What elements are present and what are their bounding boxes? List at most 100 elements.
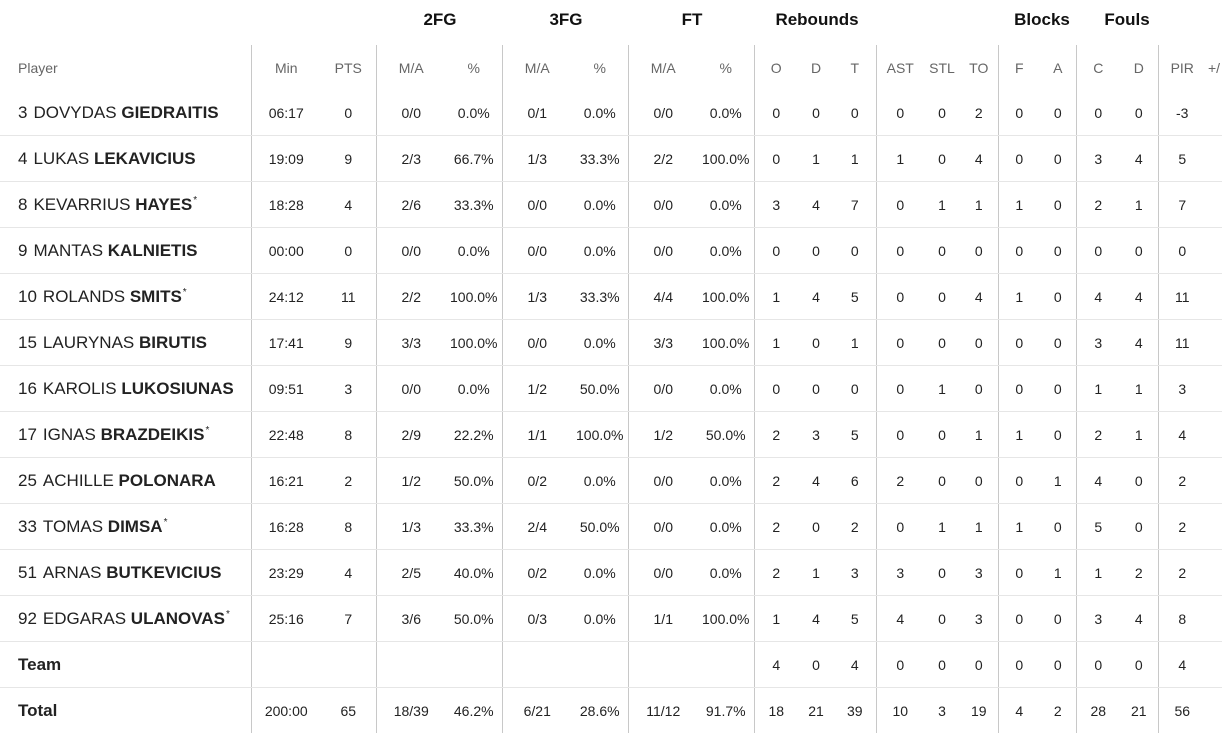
stat-reb-t: 7: [834, 182, 876, 228]
stat-pir: 2: [1158, 504, 1206, 550]
stat-2fg-pct: 50.0%: [446, 458, 502, 504]
player-first-name: DOVYDAS: [33, 103, 116, 122]
col-3fg-pct[interactable]: %: [572, 45, 628, 90]
stat-fouls-c: 4: [1076, 274, 1120, 320]
starter-mark: *: [205, 425, 209, 436]
stat-min: 25:16: [251, 596, 321, 642]
col-blk-a[interactable]: A: [1040, 45, 1076, 90]
player-last-name[interactable]: LEKAVICIUS: [94, 149, 196, 168]
stat-fouls-d: 2: [1120, 550, 1158, 596]
player-first-name: TOMAS: [43, 517, 103, 536]
stat-pir: 2: [1158, 550, 1206, 596]
col-ft-ma[interactable]: M/A: [628, 45, 698, 90]
col-fouls-c[interactable]: C: [1076, 45, 1120, 90]
col-3fg-ma[interactable]: M/A: [502, 45, 572, 90]
group-header-rebounds: Rebounds: [762, 10, 872, 32]
stat-reb-d: 3: [798, 412, 834, 458]
stat-reb-d: 0: [798, 90, 834, 136]
col-pts[interactable]: PTS: [321, 45, 376, 90]
stat-fouls-c: 4: [1076, 458, 1120, 504]
stat-2fg-pct: 66.7%: [446, 136, 502, 182]
stat-reb-o: 3: [754, 182, 798, 228]
col-stl[interactable]: STL: [924, 45, 960, 90]
stat-ast: 0: [876, 366, 924, 412]
stat-ft-pct: 100.0%: [698, 274, 754, 320]
col-2fg-pct[interactable]: %: [446, 45, 502, 90]
col-reb-o[interactable]: O: [754, 45, 798, 90]
col-blk-f[interactable]: F: [998, 45, 1040, 90]
player-last-name[interactable]: LUKOSIUNAS: [121, 379, 233, 398]
stat-ast: 4: [876, 596, 924, 642]
player-last-name[interactable]: SMITS: [130, 287, 182, 306]
col-2fg-ma[interactable]: M/A: [376, 45, 446, 90]
stat-stl: 1: [924, 504, 960, 550]
col-min[interactable]: Min: [251, 45, 321, 90]
stat-3fg-pct: 50.0%: [572, 504, 628, 550]
stat-2fg-pct: 40.0%: [446, 550, 502, 596]
total-stl: 3: [924, 688, 960, 733]
player-last-name[interactable]: HAYES: [135, 195, 192, 214]
col-reb-t[interactable]: T: [834, 45, 876, 90]
stat-3fg-pct: 0.0%: [572, 458, 628, 504]
stat-blk-a: 0: [1040, 228, 1076, 274]
stat-to: 3: [960, 550, 998, 596]
stat-to: 4: [960, 274, 998, 320]
player-number: 25: [18, 471, 37, 490]
stat-to: 0: [960, 228, 998, 274]
team-to: 0: [960, 642, 998, 688]
col-ft-pct[interactable]: %: [698, 45, 754, 90]
col-reb-d[interactable]: D: [798, 45, 834, 90]
stat-3fg-ma: 1/1: [502, 412, 572, 458]
stat-blk-a: 0: [1040, 274, 1076, 320]
stat-to: 1: [960, 504, 998, 550]
stat-2fg-pct: 50.0%: [446, 596, 502, 642]
col-pir[interactable]: PIR: [1158, 45, 1206, 90]
total-pts: 65: [321, 688, 376, 733]
stat-ast: 0: [876, 182, 924, 228]
player-last-name[interactable]: ULANOVAS: [131, 609, 225, 628]
player-first-name: ARNAS: [43, 563, 102, 582]
stat-pir: -3: [1158, 90, 1206, 136]
stat-ast: 3: [876, 550, 924, 596]
col-player[interactable]: Player: [0, 45, 251, 90]
player-last-name[interactable]: KALNIETIS: [108, 241, 198, 260]
player-last-name[interactable]: BIRUTIS: [139, 333, 207, 352]
stat-blk-f: 1: [998, 504, 1040, 550]
player-number: 92: [18, 609, 37, 628]
player-last-name[interactable]: POLONARA: [119, 471, 216, 490]
player-last-name[interactable]: DIMSA: [108, 517, 163, 536]
stat-pts: 4: [321, 182, 376, 228]
total-blk-f: 4: [998, 688, 1040, 733]
stat-2fg-ma: 1/2: [376, 458, 446, 504]
stat-ft-ma: 0/0: [628, 90, 698, 136]
stat-ft-pct: 100.0%: [698, 596, 754, 642]
col-fouls-d[interactable]: D: [1120, 45, 1158, 90]
stat-reb-o: 0: [754, 136, 798, 182]
stat-fouls-c: 1: [1076, 366, 1120, 412]
player-first-name: ROLANDS: [43, 287, 125, 306]
stat-reb-t: 0: [834, 366, 876, 412]
stat-ft-pct: 0.0%: [698, 366, 754, 412]
player-last-name[interactable]: BRAZDEIKIS: [101, 425, 205, 444]
player-last-name[interactable]: BUTKEVICIUS: [106, 563, 221, 582]
col-plus-minus[interactable]: +/: [1206, 45, 1222, 90]
player-first-name: LUKAS: [33, 149, 89, 168]
col-to[interactable]: TO: [960, 45, 998, 90]
stat-fouls-c: 2: [1076, 412, 1120, 458]
col-ast[interactable]: AST: [876, 45, 924, 90]
player-last-name[interactable]: GIEDRAITIS: [121, 103, 218, 122]
